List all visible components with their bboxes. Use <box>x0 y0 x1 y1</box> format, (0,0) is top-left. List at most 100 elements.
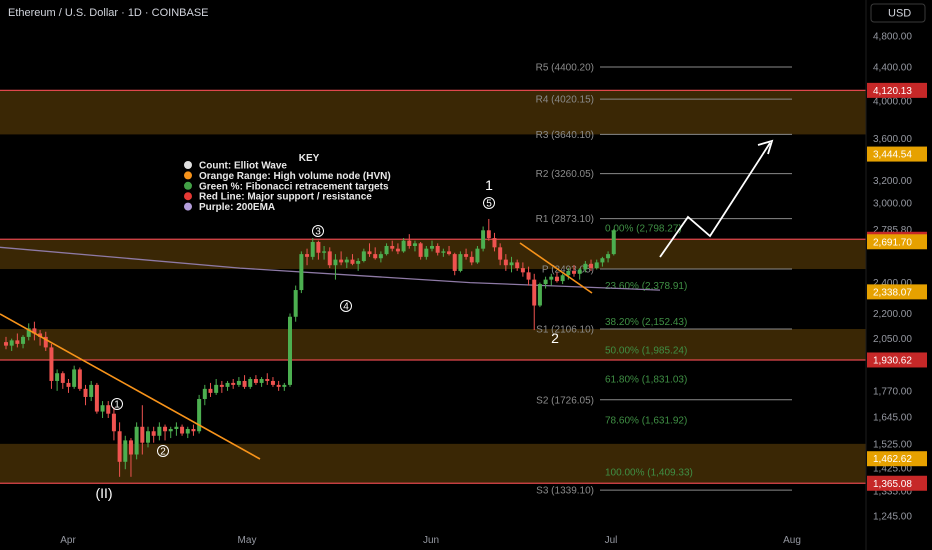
candle-body <box>163 426 168 432</box>
candle-body <box>515 262 520 269</box>
pivot-label: R5 (4400.20) <box>536 62 594 73</box>
candle-body <box>418 243 423 257</box>
pivot-label: R3 (3640.10) <box>536 130 594 141</box>
candle-body <box>9 340 14 346</box>
currency-button[interactable]: USD <box>870 3 926 23</box>
svg-text:2: 2 <box>160 447 166 458</box>
candle-body <box>128 440 133 455</box>
candle-body <box>15 340 20 344</box>
candle-body <box>123 440 128 462</box>
candle-body <box>299 254 304 291</box>
candle-body <box>21 336 26 344</box>
candle-body <box>589 263 594 269</box>
fib-label: 78.60% (1,631.92) <box>605 415 687 426</box>
candle-body <box>151 431 156 436</box>
candle-body <box>378 254 383 259</box>
candle-body <box>316 242 321 253</box>
candle-body <box>77 369 82 389</box>
candle-body <box>401 240 406 252</box>
price-tick: 2,200.00 <box>873 309 912 320</box>
candle-body <box>83 388 88 397</box>
candle-body <box>270 380 275 385</box>
candle-body <box>253 379 258 383</box>
candle-body <box>611 230 616 255</box>
candle-body <box>202 388 207 399</box>
price-badge: 1,462.62 <box>867 451 927 467</box>
candle-body <box>49 347 54 381</box>
key-item: Red Line: Major support / resistance <box>184 192 372 203</box>
price-badge: 1,930.62 <box>867 352 927 368</box>
bottom-hvn-zone <box>0 443 866 484</box>
candle-body <box>106 405 111 414</box>
price-tick: 3,000.00 <box>873 199 912 210</box>
key-dot-icon <box>184 202 192 211</box>
candle-body <box>60 373 65 383</box>
time-tick: May <box>238 535 257 546</box>
candle-body <box>111 413 116 432</box>
key-item-label: Green %: Fibonacci retracement targets <box>199 181 389 192</box>
candle-body <box>89 384 94 397</box>
price-badge-label: 1,930.62 <box>873 355 912 366</box>
candle-body <box>549 276 554 280</box>
candle-body <box>248 379 253 387</box>
projection-arrowhead <box>757 139 774 155</box>
candle-body <box>55 373 60 381</box>
wave-label-II: (II) <box>95 485 112 501</box>
candle-body <box>566 270 571 276</box>
candle-body <box>464 254 469 257</box>
candle-body <box>100 405 105 412</box>
wave-label-1: 1 <box>485 177 493 193</box>
candle-body <box>503 259 508 266</box>
projection-path <box>659 142 771 258</box>
price-tick: 4,400.00 <box>873 63 912 74</box>
candle-body <box>350 259 355 264</box>
candle-body <box>214 384 219 393</box>
price-tick: 1,770.00 <box>873 386 912 397</box>
candle-body <box>430 245 434 249</box>
price-badge-label: 4,120.13 <box>873 86 912 97</box>
price-axis-ticks: 4,800.00 4,400.00 4,000.00 3,600.00 3,200.00… <box>873 32 912 523</box>
time-tick: Jun <box>423 535 439 546</box>
wave-label-2: 2 <box>551 330 559 346</box>
candle-body <box>543 279 548 285</box>
price-badge-label: 2,691.70 <box>873 237 912 248</box>
candle-body <box>486 230 491 239</box>
candle-body <box>242 380 247 387</box>
fib-levels: 0.00% (2,798.27) 23.60% (2,378.91) 38.20% … <box>605 223 693 478</box>
candle-body <box>66 382 71 387</box>
candle-body <box>117 431 122 462</box>
candle-body <box>259 379 264 383</box>
candle-body <box>43 336 48 348</box>
candle-body <box>554 276 559 282</box>
candle-body <box>594 262 599 269</box>
price-badge-label: 1,462.62 <box>873 454 912 465</box>
candle-body <box>225 382 230 387</box>
candle-body <box>407 240 412 246</box>
price-tick: 1,525.00 <box>873 439 912 450</box>
candle-body <box>526 272 531 280</box>
price-badge: 2,338.07 <box>867 284 927 300</box>
candle-body <box>509 262 514 266</box>
pivot-label: S1 (2106.10) <box>536 325 594 336</box>
pivot-label: S2 (1726.05) <box>536 395 594 406</box>
price-badge: 2,691.70 <box>867 234 927 250</box>
downtrend-line-left <box>0 313 261 460</box>
price-badge-label: 2,338.07 <box>873 287 912 298</box>
candle-body <box>447 251 452 255</box>
candle-body <box>441 251 446 253</box>
candle-body <box>373 254 378 259</box>
candle-body <box>339 259 344 263</box>
candle-body <box>498 247 503 260</box>
key-item: Orange Range: High volume node (HVN) <box>184 171 391 182</box>
fib-label: 0.00% (2,798.27) <box>605 223 682 234</box>
candle-body <box>293 290 298 317</box>
time-tick: Aug <box>783 535 801 546</box>
price-badge-label: 1,365.08 <box>873 479 912 490</box>
price-tick: 4,800.00 <box>873 32 912 43</box>
middle-hvn-zone <box>0 239 866 270</box>
price-tick: 1,245.00 <box>873 512 912 523</box>
key-dot-icon <box>184 161 192 169</box>
pivot-label: R2 (3260.05) <box>536 169 594 180</box>
candle-body <box>236 380 241 385</box>
